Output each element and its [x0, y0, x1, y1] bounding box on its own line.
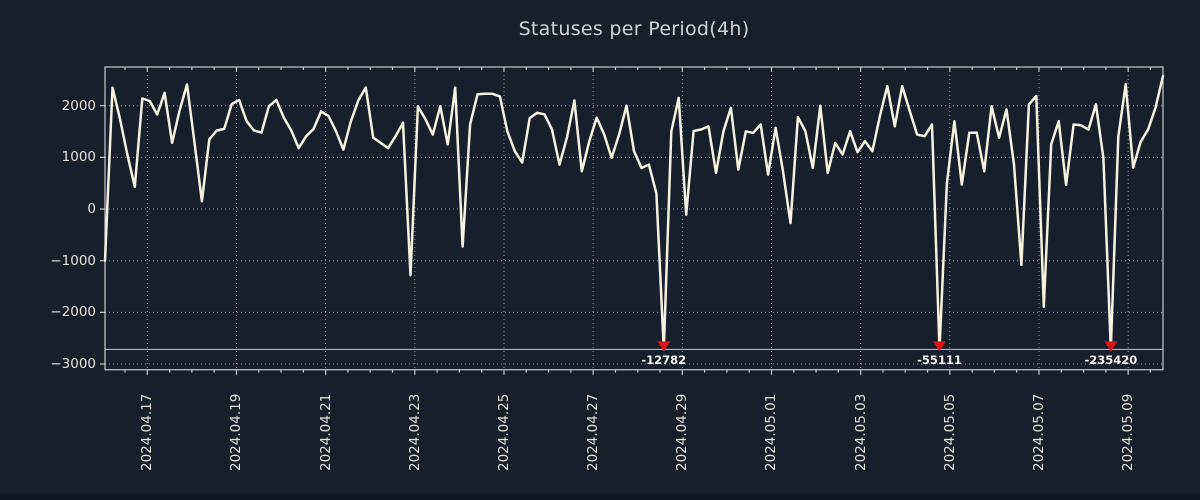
spike-value-label: -12782	[641, 353, 687, 368]
spike-marker-icon	[932, 341, 946, 352]
x-tick-label: 2024.05.05	[941, 393, 958, 471]
x-tick-label: 2024.04.25	[495, 393, 512, 471]
x-tick-label: 2024.04.17	[139, 393, 156, 471]
y-tick-label: 2000	[61, 97, 96, 114]
x-tick-label: 2024.04.27	[585, 393, 602, 471]
y-tick-label: 0	[87, 201, 96, 218]
x-tick-label: 2024.04.23	[406, 393, 423, 471]
spike-value-label: -235420	[1084, 353, 1138, 368]
y-tick-label: −2000	[50, 304, 96, 321]
data-line	[103, 74, 1165, 351]
spike-marker-icon	[1104, 341, 1118, 352]
x-tick-label: 2024.05.07	[1031, 393, 1047, 471]
x-tick-label: 2024.04.29	[674, 393, 691, 471]
x-tick-label: 2024.05.01	[763, 393, 780, 471]
bottom-edge-strip	[0, 494, 1200, 500]
x-tick-label: 2024.04.19	[228, 393, 245, 471]
x-tick-label: 2024.05.03	[852, 393, 869, 471]
chart-title: Statuses per Period(4h)	[518, 18, 750, 40]
plot-border	[104, 66, 1164, 371]
spike-value-label: -55111	[917, 353, 962, 368]
x-tick-label: 2024.05.09	[1120, 393, 1137, 471]
y-tick-label: 1000	[61, 149, 96, 166]
y-tick-label: −1000	[50, 252, 96, 269]
spike-marker-icon	[657, 341, 671, 352]
y-tick-label: −3000	[50, 356, 96, 373]
x-tick-label: 2024.04.21	[317, 393, 334, 471]
